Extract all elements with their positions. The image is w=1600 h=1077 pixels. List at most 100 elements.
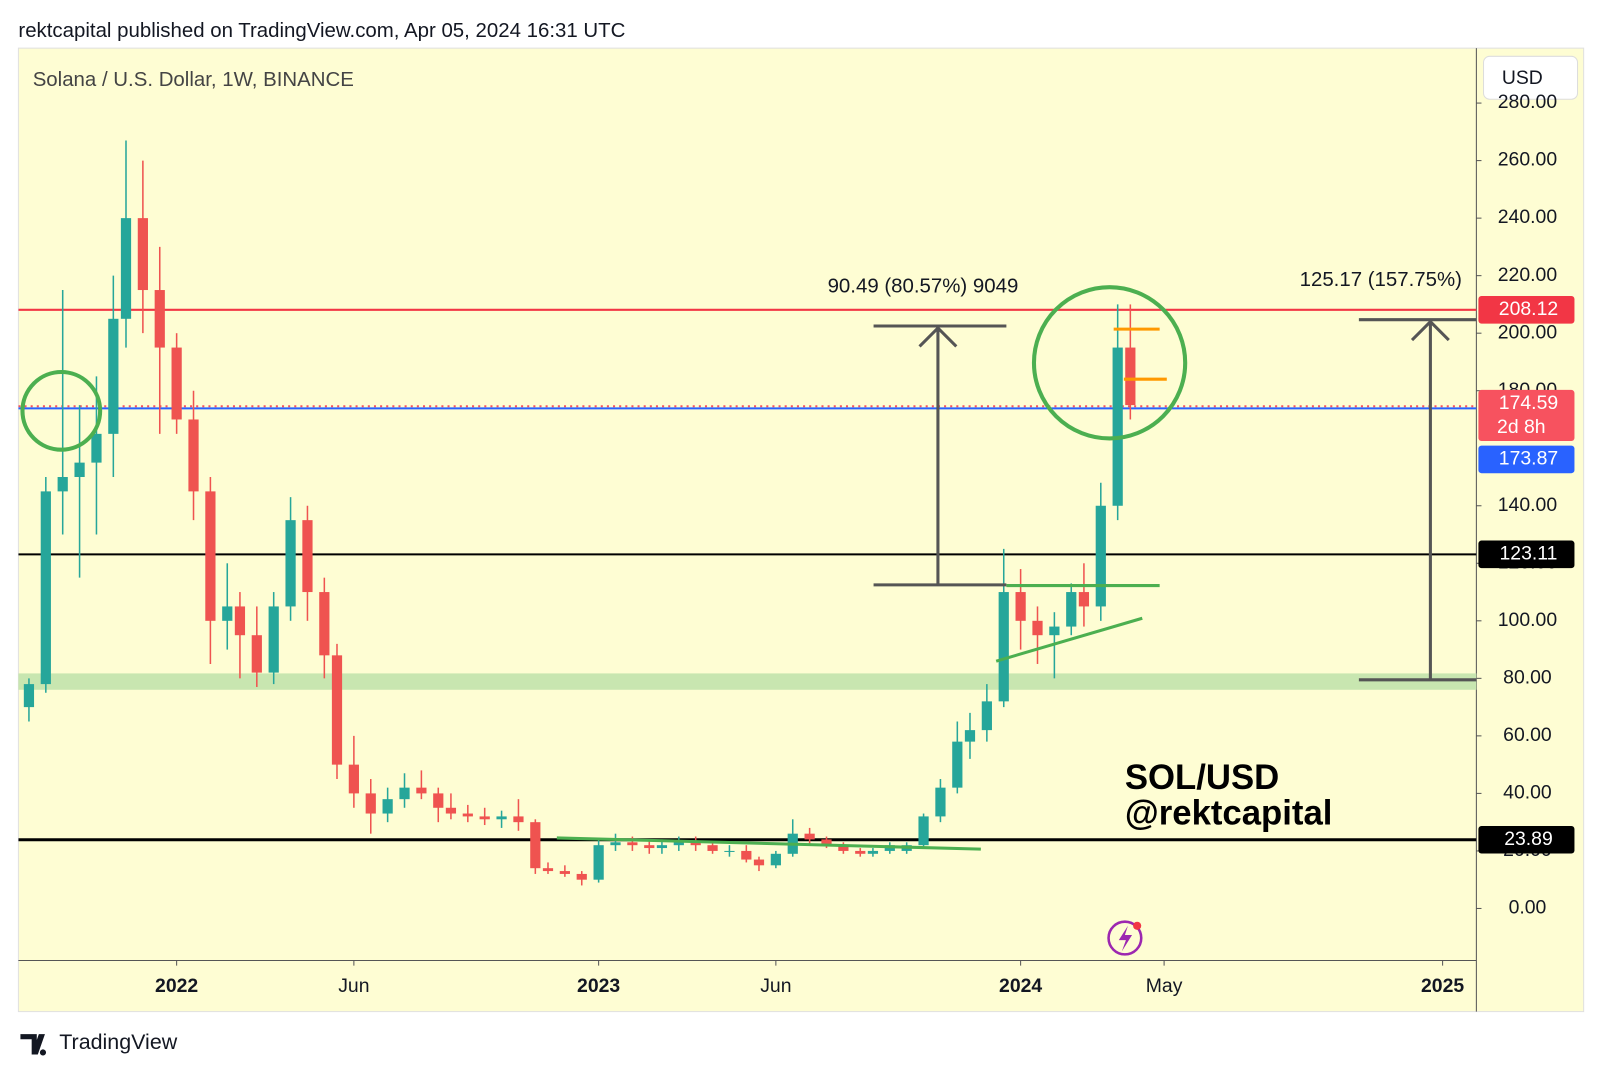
- candle-body: [644, 845, 655, 849]
- y-tick-label: 280.00: [1498, 91, 1558, 113]
- price-badge: [1478, 296, 1575, 324]
- price-badge-label: 208.12: [1499, 298, 1558, 320]
- candle-body: [23, 684, 35, 708]
- byline: rektcapital published on TradingView.com…: [18, 20, 625, 42]
- candle-body: [205, 491, 216, 621]
- y-tick-label: 260.00: [1498, 149, 1558, 171]
- price-badge: [1478, 825, 1575, 854]
- candle-body: [770, 853, 781, 866]
- currency-button[interactable]: [1483, 55, 1579, 100]
- candle-body: [952, 741, 963, 788]
- measure-arrowhead: [918, 325, 958, 348]
- candle-body: [1049, 626, 1060, 636]
- brand-logo: [20, 1034, 47, 1056]
- y-tick-label: 40.00: [1503, 782, 1552, 804]
- chart-background: [17, 47, 1585, 1013]
- candle-body: [171, 347, 182, 420]
- candle-body: [234, 606, 246, 636]
- candle-body: [1112, 347, 1123, 506]
- candle-body: [1078, 592, 1090, 607]
- y-tick-label: 0.00: [1509, 897, 1547, 919]
- plot: 90.49 (80.57%) 9049 125.17 (157.75%): [18, 140, 1477, 886]
- candle-body: [1095, 505, 1106, 607]
- candle-body: [302, 520, 313, 593]
- candle-body: [998, 592, 1009, 702]
- candle-body: [91, 433, 102, 463]
- candle-body: [1066, 592, 1077, 627]
- candle-body: [656, 845, 668, 849]
- candle-body: [935, 787, 946, 817]
- alert-icon-bolt: [1118, 925, 1133, 952]
- candle-body: [867, 850, 879, 854]
- x-tick-label: Jun: [760, 975, 791, 997]
- y-tick-label: 80.00: [1503, 666, 1552, 688]
- y-tick-label: 60.00: [1503, 724, 1552, 746]
- brand: TradingView: [59, 1030, 177, 1054]
- countdown: 2d 8h: [1497, 416, 1546, 438]
- candle-body: [462, 813, 473, 817]
- price-badge-label: 23.89: [1504, 828, 1553, 850]
- y-tick-label: 220.00: [1498, 264, 1558, 286]
- candle-body: [964, 730, 976, 742]
- candle-body: [154, 290, 165, 348]
- candle-body: [838, 845, 849, 851]
- candle-body: [365, 793, 376, 814]
- price-badge-label: 173.87: [1499, 448, 1558, 470]
- alert-icon[interactable]: [1107, 920, 1143, 956]
- candle-body: [627, 842, 638, 846]
- candle-body: [593, 845, 604, 880]
- candle-body: [741, 850, 752, 860]
- candle-body: [268, 606, 279, 673]
- candle-body: [542, 868, 554, 872]
- y-tick-label: 100.00: [1498, 609, 1558, 631]
- candle-body: [673, 842, 684, 846]
- candle-body: [108, 318, 119, 434]
- candle-body: [433, 793, 444, 808]
- candle-body: [981, 701, 992, 731]
- candle-body: [1032, 620, 1043, 636]
- highlight-circle: [20, 369, 103, 452]
- candle-body: [382, 799, 393, 814]
- y-tick-label: 200.00: [1498, 321, 1558, 343]
- candle-body: [40, 491, 51, 685]
- annotation: SOL/USD: [1125, 759, 1279, 797]
- highlight-circle: [1031, 285, 1188, 441]
- x-tick-label: 2024: [999, 975, 1042, 997]
- candle-body: [513, 816, 524, 823]
- candle-body: [918, 816, 929, 846]
- measure-label: 125.17 (157.75%): [1300, 269, 1462, 291]
- candle-body: [804, 833, 815, 840]
- candle-body: [1125, 347, 1136, 406]
- price-badge: [1478, 445, 1575, 474]
- candle-body: [251, 635, 262, 673]
- x-tick-label: May: [1146, 975, 1183, 997]
- price-badge-label: 123.11: [1500, 542, 1558, 564]
- y-tick-label: 240.00: [1498, 206, 1558, 228]
- candle-body: [120, 218, 132, 319]
- x-tick-label: Jun: [338, 975, 369, 997]
- candle-body: [74, 462, 85, 478]
- candle-body: [707, 845, 718, 851]
- annotation: @rektcapital: [1125, 795, 1333, 833]
- drawings: [20, 285, 1188, 956]
- candle-body: [724, 850, 735, 852]
- candle-body: [319, 592, 330, 656]
- price-badge: [1478, 540, 1575, 569]
- x-tick-label: 2025: [1421, 975, 1464, 997]
- candle-body: [399, 787, 410, 800]
- candle-body: [188, 419, 199, 492]
- y-tick-label: 140.00: [1498, 494, 1558, 516]
- candle-body: [416, 787, 427, 794]
- measure-arrowhead: [1410, 319, 1450, 342]
- currency: USD: [1502, 67, 1543, 89]
- x-tick-label: 2023: [577, 975, 620, 997]
- measure-label: 90.49 (80.57%) 9049: [828, 276, 1019, 298]
- trendline: [556, 836, 981, 851]
- x-tick-label: 2022: [155, 975, 198, 997]
- candle-body: [479, 816, 490, 820]
- price-badge-label: 174.59: [1499, 392, 1558, 414]
- price-badge: [1478, 389, 1575, 442]
- candle-body: [285, 520, 296, 607]
- candle-body: [855, 850, 866, 854]
